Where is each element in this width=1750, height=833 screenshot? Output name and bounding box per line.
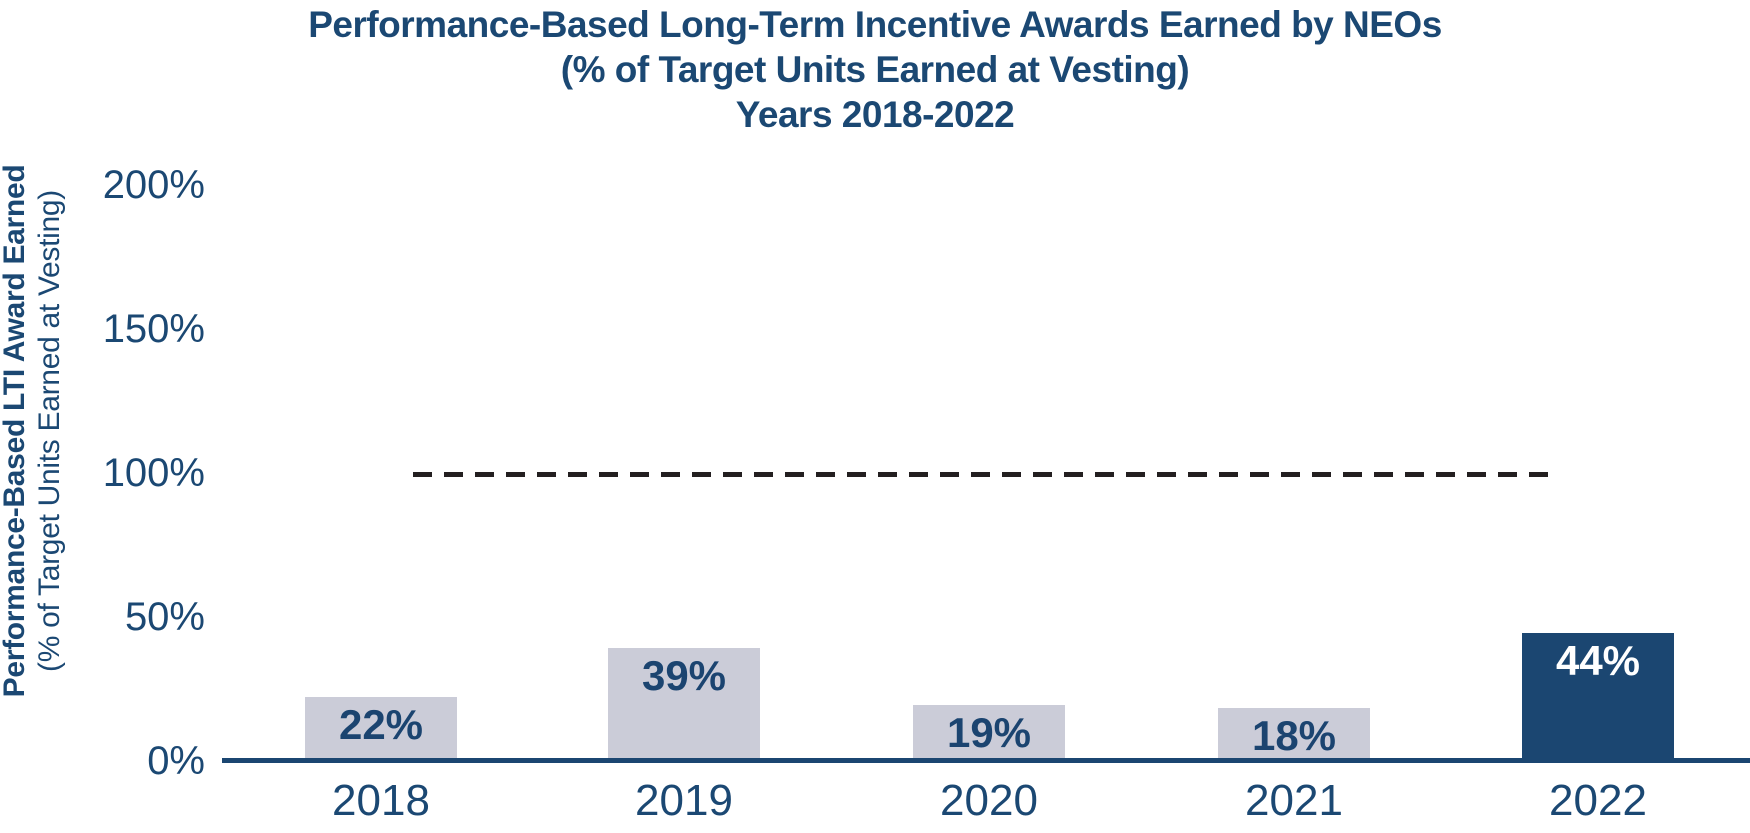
bar-2022: 44% [1522, 633, 1674, 760]
bar-value-label: 39% [641, 652, 727, 699]
bar-value-label: 18% [1251, 712, 1337, 759]
bar-2019: 39% [608, 648, 760, 760]
x-tick-label-2019: 2019 [635, 776, 733, 825]
bar-value-label: 19% [946, 709, 1032, 756]
y-axis-title: Performance-Based LTI Award Earned (% of… [0, 131, 69, 731]
x-tick-label-2021: 2021 [1245, 776, 1343, 825]
bar-2020: 19% [913, 705, 1065, 760]
x-tick-label-2018: 2018 [332, 776, 430, 825]
chart-title-line-3: Years 2018-2022 [735, 94, 1015, 135]
y-axis-title-line-2: (% of Target Units Earned at Vesting) [33, 190, 66, 672]
y-tick-label: 100% [102, 451, 205, 495]
chart-title-line-1: Performance-Based Long-Term Incentive Aw… [308, 4, 1442, 45]
bar-value-label: 44% [1555, 637, 1641, 684]
chart-title-line-2: (% of Target Units Earned at Vesting) [560, 49, 1190, 90]
target-reference-dashed-line [413, 472, 1560, 477]
x-tick-label-2022: 2022 [1549, 776, 1647, 825]
y-tick-label: 200% [102, 163, 205, 207]
x-tick-label-2020: 2020 [940, 776, 1038, 825]
bar-value-label: 22% [338, 701, 424, 748]
bar-2018: 22% [305, 697, 457, 760]
y-tick-label: 0% [147, 739, 205, 783]
x-axis-baseline [222, 758, 1750, 763]
chart-title: Performance-Based Long-Term Incentive Aw… [0, 2, 1750, 137]
y-tick-label: 50% [124, 595, 205, 639]
y-axis-title-line-1: Performance-Based LTI Award Earned [0, 164, 31, 698]
bar-2021: 18% [1218, 708, 1370, 760]
y-tick-label: 150% [102, 307, 205, 351]
